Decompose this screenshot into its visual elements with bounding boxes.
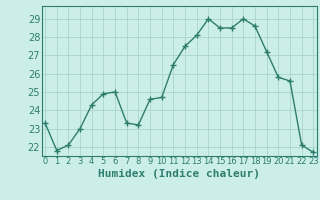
X-axis label: Humidex (Indice chaleur): Humidex (Indice chaleur) — [98, 169, 260, 179]
